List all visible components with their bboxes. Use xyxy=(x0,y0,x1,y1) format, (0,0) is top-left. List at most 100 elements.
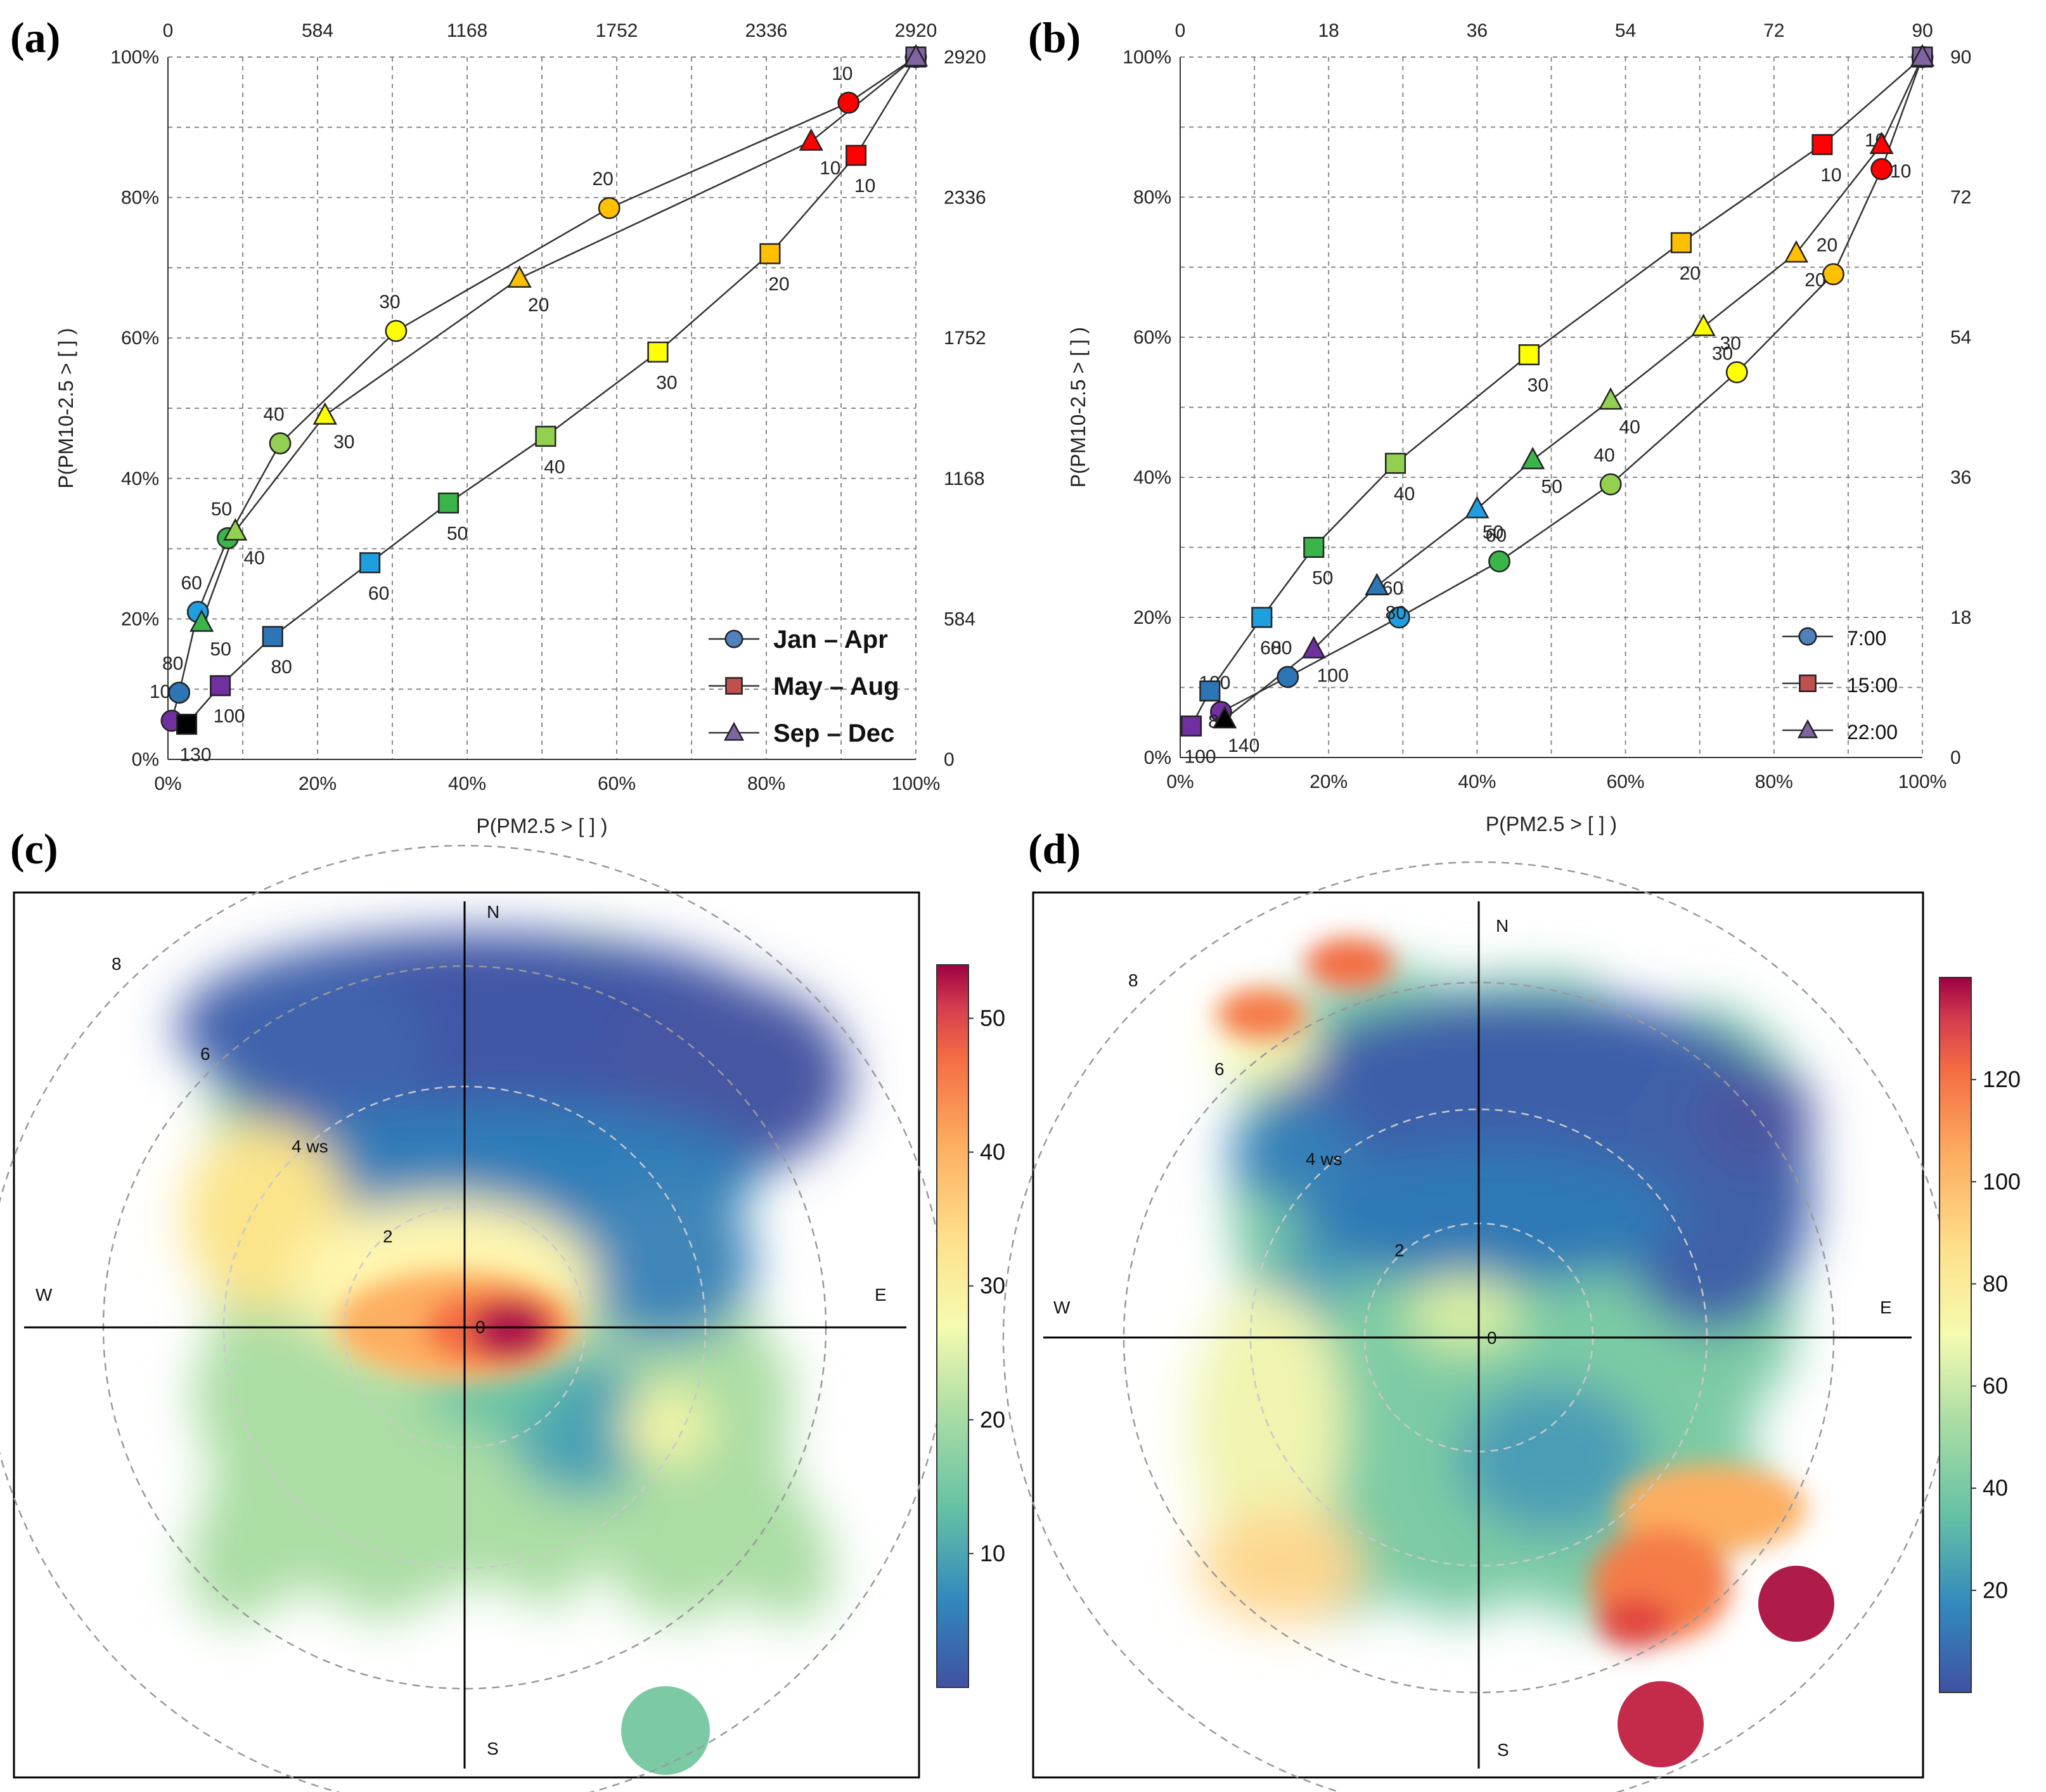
a-point-circle xyxy=(269,432,292,454)
a-ytick-label: 20% xyxy=(121,609,159,629)
a-point-triangle xyxy=(223,518,248,541)
colorbar-c-ticks: 10 20 30 40 50 xyxy=(968,1005,1005,1566)
d-colorbar-tick-label: 20 xyxy=(1983,1577,2008,1603)
a-legend-label: Jan – Apr xyxy=(773,626,888,654)
c-colorbar-tick-label: 30 xyxy=(980,1273,1005,1299)
b-top-tick-label: 54 xyxy=(1615,20,1636,41)
a-point-label: 10 xyxy=(820,158,840,179)
a-xtick-label: 80% xyxy=(747,773,785,794)
a-right-tick-label: 1752 xyxy=(944,328,986,349)
panel-c-label: (c) xyxy=(10,825,58,873)
compass-c-e: E xyxy=(875,1285,887,1305)
b-legend-marker xyxy=(1798,627,1817,646)
a-point-label: 100 xyxy=(214,706,245,727)
b-point-triangle xyxy=(1465,496,1489,519)
a-point-circle xyxy=(598,197,621,219)
ring-d-label-2: 2 xyxy=(1394,1241,1405,1260)
a-point-square xyxy=(535,425,557,447)
b-point-label: 80 xyxy=(1386,602,1406,623)
chart-a: 0% 20% 40% 60% 80% 100%0%20%40%60%80%100%0 584… xyxy=(55,20,986,837)
panel-d-label: (d) xyxy=(1028,825,1081,873)
d-colorbar-tick-label: 120 xyxy=(1983,1066,2021,1092)
colorbar-c xyxy=(936,964,969,1688)
ring-d-label-8: 8 xyxy=(1128,970,1138,990)
b-point-circle xyxy=(1599,473,1622,496)
d-colorbar-tick-label: 40 xyxy=(1983,1475,2008,1501)
a-point-square xyxy=(437,493,460,514)
a-legend-marker xyxy=(724,629,743,648)
a-point-label: 80 xyxy=(271,657,292,678)
ring-c-label-4: 4 ws xyxy=(292,1137,328,1156)
b-xtick-label: 40% xyxy=(1458,771,1496,792)
b-point-label: 100 xyxy=(1317,666,1349,687)
b-point-square xyxy=(1670,232,1692,254)
a-point-label: 30 xyxy=(379,292,400,313)
b-right-tick-label: 36 xyxy=(1950,467,1971,488)
a-top-tick-label: 1168 xyxy=(447,20,488,41)
b-legend-marker xyxy=(1799,674,1817,692)
b-point-label: 80 xyxy=(1271,638,1292,659)
c-colorbar-tick-label: 40 xyxy=(980,1139,1005,1165)
b-top-tick-label: 72 xyxy=(1763,20,1784,41)
d-colorbar-tick-label: 80 xyxy=(1983,1270,2008,1296)
b-point-label: 20 xyxy=(1817,235,1837,256)
b-xtick-label: 20% xyxy=(1309,771,1348,792)
a-top-tick-label: 2336 xyxy=(745,20,788,41)
a-right-tick-label: 2920 xyxy=(944,47,986,68)
b-series-line-2 xyxy=(1224,56,1924,720)
a-point-square xyxy=(647,341,669,363)
b-point-triangle xyxy=(1365,572,1389,596)
a-top-tick-label: 584 xyxy=(302,20,333,41)
panel-a-label: (a) xyxy=(10,13,60,61)
b-ytick-label: 60% xyxy=(1133,327,1171,348)
a-ytick-label: 40% xyxy=(121,468,159,489)
a-point-square xyxy=(210,675,231,697)
b-point-label: 60 xyxy=(1486,525,1507,546)
ring-d-label-6: 6 xyxy=(1214,1059,1225,1079)
b-point-label: 60 xyxy=(1260,638,1281,659)
a-point-triangle xyxy=(190,609,214,632)
b-point-label: 140 xyxy=(1228,735,1259,756)
a-point-circle xyxy=(837,91,860,114)
compass-d-w: W xyxy=(1053,1298,1071,1317)
b-point-square xyxy=(1181,715,1202,737)
a-series-line-1 xyxy=(186,56,917,725)
polar-d-hotspots xyxy=(1217,938,1806,1648)
a-legend-marker xyxy=(723,721,745,741)
a-point-square xyxy=(176,714,198,735)
b-point-square xyxy=(1303,536,1325,558)
b-point-label: 10 xyxy=(1820,165,1841,186)
b-legend-label: 22:00 xyxy=(1847,721,1898,744)
b-ytick-label: 40% xyxy=(1133,467,1171,488)
b-point-triangle xyxy=(1521,446,1545,470)
b-point-label: 30 xyxy=(1712,343,1733,364)
ring-c-label-2: 2 xyxy=(383,1227,393,1246)
a-xtick-label: 60% xyxy=(598,773,636,794)
a-series-line-0 xyxy=(170,56,917,721)
b-point-label: 100 xyxy=(1185,746,1216,767)
b-point-circle xyxy=(1870,158,1893,181)
b-point-triangle xyxy=(1691,313,1716,337)
ring-d-label-4: 4 ws xyxy=(1306,1149,1342,1169)
a-point-label: 40 xyxy=(544,456,565,477)
c-colorbar-tick-label: 20 xyxy=(980,1407,1005,1433)
b-point-triangle xyxy=(1213,706,1237,729)
b-right-tick-label: 72 xyxy=(1950,187,1971,208)
b-point-square xyxy=(1251,607,1273,628)
a-point-label: 20 xyxy=(768,274,789,295)
a-point-square xyxy=(359,552,381,574)
b-point-label: 10 xyxy=(1890,161,1911,182)
polar-d-blob-south xyxy=(1618,1681,1704,1767)
a-xtick-label: 40% xyxy=(448,773,486,794)
b-point-label: 40 xyxy=(1593,445,1614,466)
a-point-label: 50 xyxy=(447,524,468,545)
a-legend-label: Sep – Dec xyxy=(773,719,894,747)
chart-b: 0% 20% 40% 60% 80% 100%0%20%40%60%80%100%0 18 3… xyxy=(1067,20,1971,835)
b-right-tick-label: 54 xyxy=(1950,327,1971,348)
ring-c-label-8: 8 xyxy=(112,954,122,974)
a-point-label: 40 xyxy=(263,404,284,425)
b-top-tick-label: 90 xyxy=(1912,20,1933,41)
a-xtick-label: 100% xyxy=(892,773,941,794)
b-x-axis-label: P(PM2.5 > [ ] ) xyxy=(1486,813,1617,835)
